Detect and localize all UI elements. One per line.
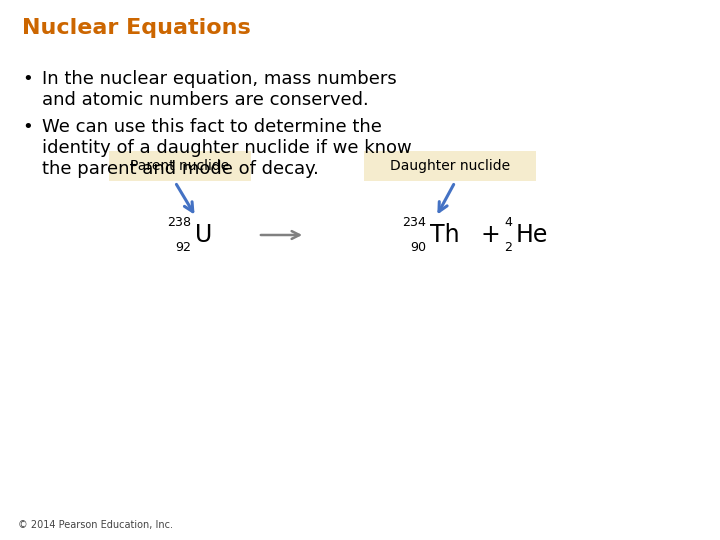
Text: 2: 2 — [504, 241, 512, 254]
Text: +: + — [480, 223, 500, 247]
Text: © 2014 Pearson Education, Inc.: © 2014 Pearson Education, Inc. — [18, 520, 173, 530]
Text: Nuclear Equations: Nuclear Equations — [22, 18, 251, 38]
Text: 234: 234 — [402, 216, 426, 229]
Text: U: U — [195, 223, 212, 247]
Text: and atomic numbers are conserved.: and atomic numbers are conserved. — [42, 91, 369, 109]
Text: Daughter nuclide: Daughter nuclide — [390, 159, 510, 173]
Text: the parent and mode of decay.: the parent and mode of decay. — [42, 160, 319, 178]
Text: •: • — [22, 118, 32, 136]
Text: 92: 92 — [175, 241, 191, 254]
Text: identity of a daughter nuclide if we know: identity of a daughter nuclide if we kno… — [42, 139, 412, 157]
Text: 238: 238 — [167, 216, 191, 229]
Text: •: • — [22, 70, 32, 88]
FancyBboxPatch shape — [109, 151, 251, 181]
FancyBboxPatch shape — [364, 151, 536, 181]
Text: Th: Th — [430, 223, 459, 247]
Text: 90: 90 — [410, 241, 426, 254]
Text: In the nuclear equation, mass numbers: In the nuclear equation, mass numbers — [42, 70, 397, 88]
Text: 4: 4 — [504, 216, 512, 229]
Text: We can use this fact to determine the: We can use this fact to determine the — [42, 118, 382, 136]
Text: Parent nuclide: Parent nuclide — [130, 159, 230, 173]
Text: He: He — [516, 223, 549, 247]
